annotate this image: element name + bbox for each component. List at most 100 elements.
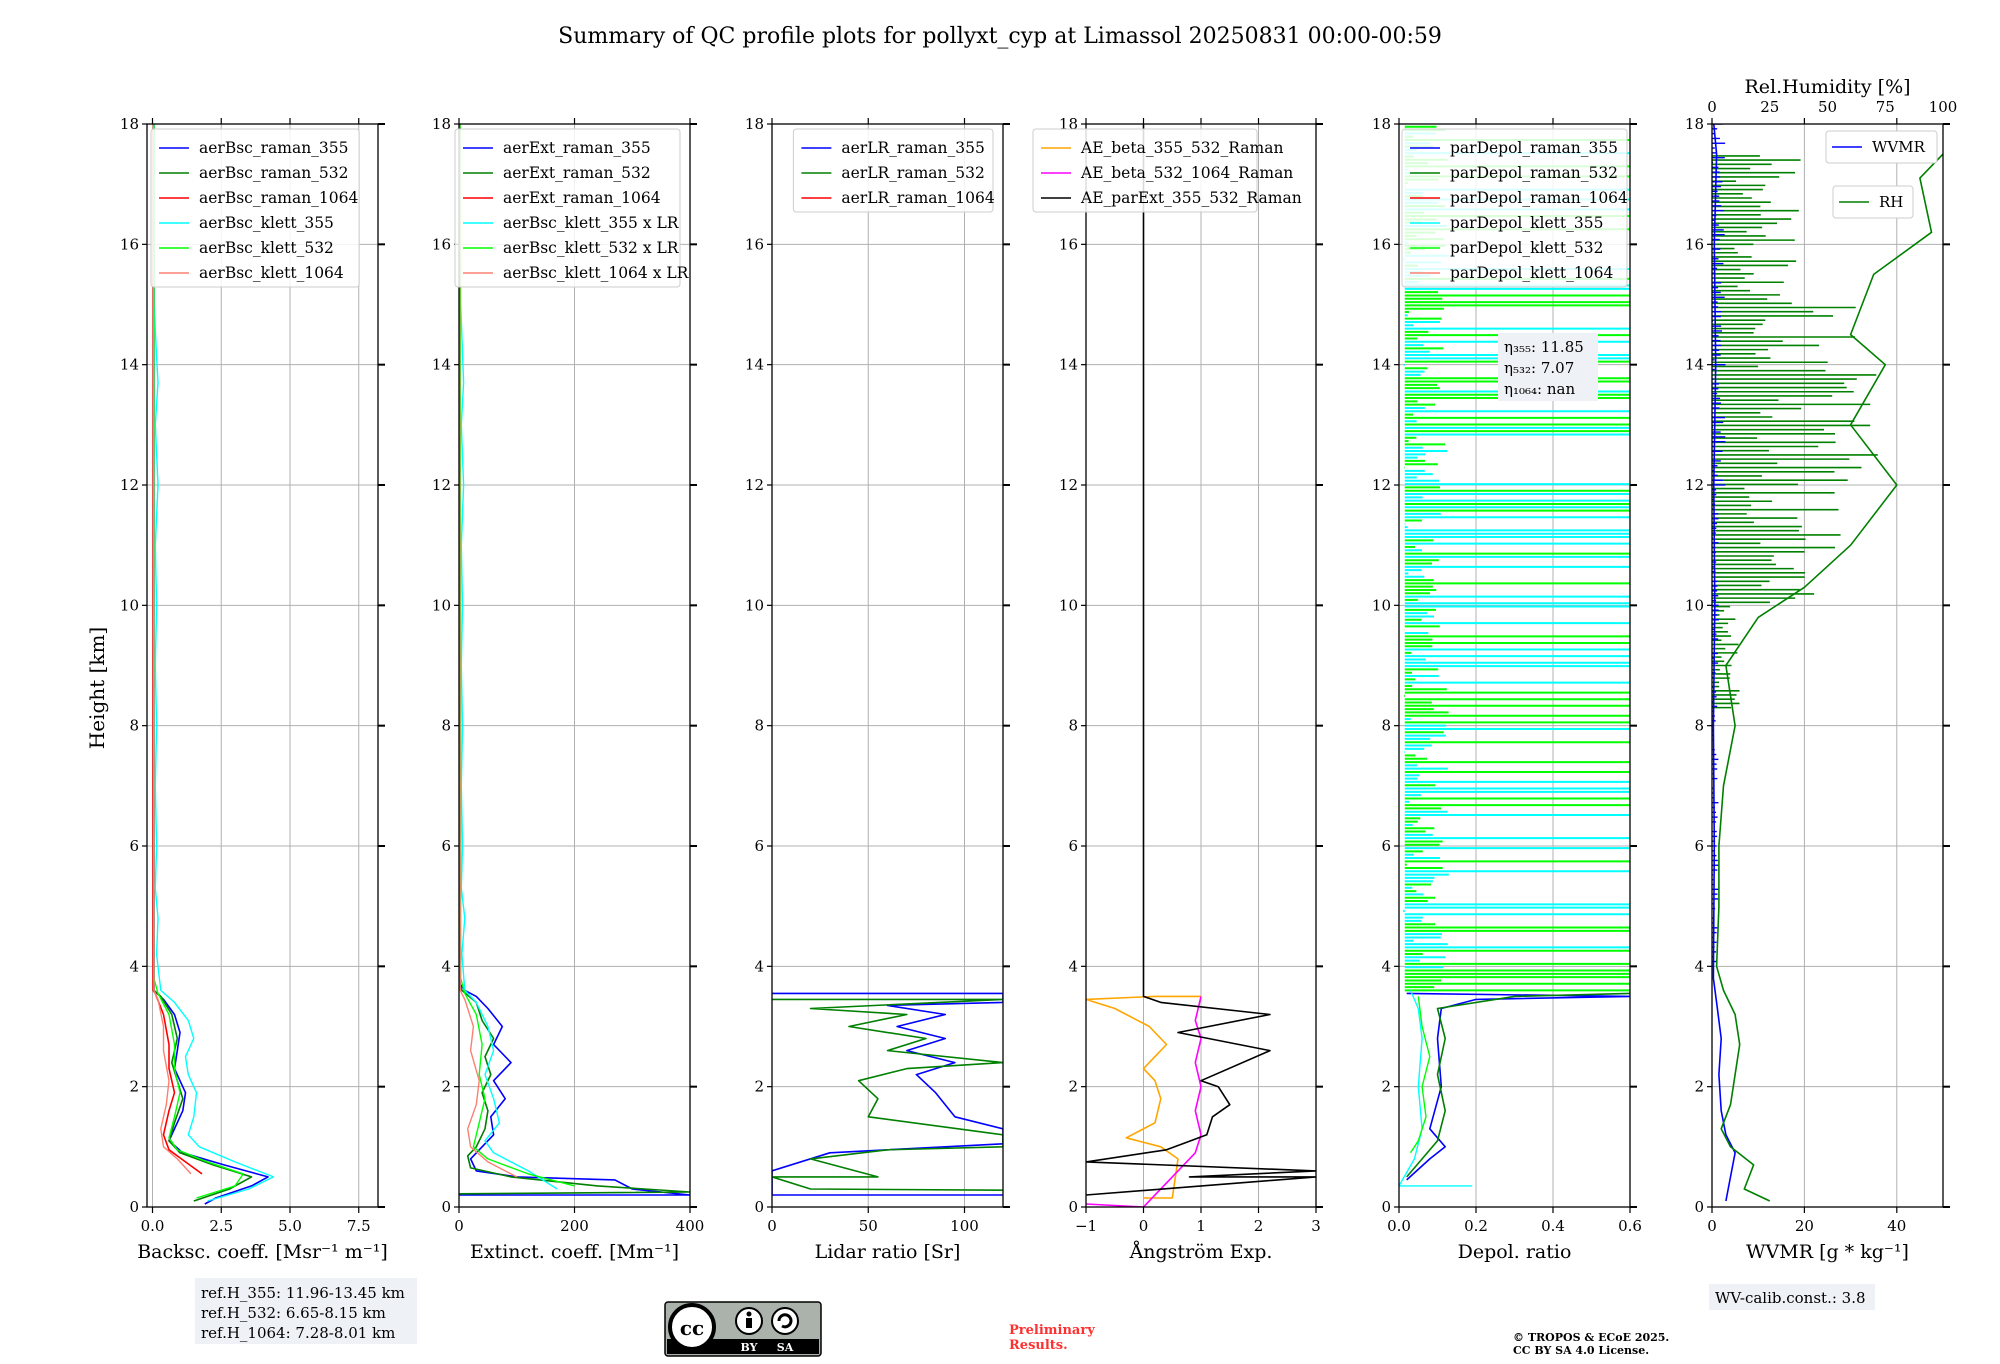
- legend-label: AE_beta_532_1064_Raman: [1080, 164, 1293, 182]
- y-tick-label: 8: [1381, 717, 1391, 735]
- sa-icon-arrow: [777, 1313, 793, 1329]
- legend-label: WVMR: [1872, 138, 1926, 156]
- series-line-aerBsc_raman_355: [153, 124, 269, 1205]
- y-tick-label: 8: [1068, 717, 1078, 735]
- page-title: Summary of QC profile plots for pollyxt_…: [558, 24, 1442, 49]
- y-tick-label: 10: [120, 596, 139, 614]
- x-tick-label: 50: [859, 1217, 878, 1235]
- y-tick-label: 4: [1381, 957, 1391, 975]
- y-tick-label: 14: [1372, 356, 1391, 374]
- x-axis-label: Ångström Exp.: [1129, 1241, 1273, 1263]
- y-tick-label: 10: [1372, 596, 1391, 614]
- legend-label: parDepol_klett_355: [1450, 214, 1603, 232]
- legend-label: parDepol_klett_1064: [1450, 264, 1613, 282]
- series-line-WVMR: [1712, 124, 1736, 1202]
- x-tick-label: 1: [1196, 1217, 1206, 1235]
- panel-ext: 0 2 4 6 8 10 12 14 16 18 0 200 400 Extinct. coeff. [M…: [432, 115, 704, 1263]
- x-tick-label: 0.2: [1464, 1217, 1488, 1235]
- series-line-parDepol_raman_532: [1406, 992, 1630, 1178]
- legend-label: aerBsc_klett_532 x LR: [503, 239, 680, 257]
- eta-label: η₅₃₂: 7.07: [1504, 359, 1574, 377]
- x-tick-label: 5.0: [278, 1217, 302, 1235]
- y-tick-label: 6: [1694, 837, 1704, 855]
- plot-area-bsc: [152, 124, 275, 1205]
- y-tick-label: 12: [745, 476, 764, 494]
- top-x-tick-label: 100: [1929, 98, 1958, 116]
- y-tick-label: 10: [1059, 596, 1078, 614]
- x-tick-label: −1: [1075, 1217, 1097, 1235]
- ref-height-355: ref.H_355: 11.96-13.45 km: [201, 1284, 405, 1302]
- series-line-aerLR_raman_532: [772, 998, 1003, 1191]
- y-tick-label: 14: [120, 356, 139, 374]
- panel-bsc: 0 2 4 6 8 10 12 14 16 18 0.0 2.5 5.0 7.5 Backsc. coeff…: [120, 115, 388, 1263]
- legend-box: [1401, 128, 1628, 288]
- legend-box: [1032, 128, 1258, 213]
- axes-frame: [1398, 123, 1631, 1208]
- x-axis-label: WVMR [g * kg⁻¹]: [1746, 1241, 1909, 1263]
- y-tick-label: 8: [1694, 717, 1704, 735]
- top-x-tick-label: 0: [1707, 98, 1717, 116]
- y-tick-label: 14: [432, 356, 451, 374]
- y-tick-label: 0: [1068, 1198, 1078, 1216]
- series-line-AE_beta_355_532_Raman: [1086, 995, 1201, 1199]
- y-tick-label: 6: [129, 837, 139, 855]
- y-tick-label: 8: [129, 717, 139, 735]
- legend-label: aerBsc_klett_355: [199, 214, 334, 232]
- legend-label: aerBsc_klett_355 x LR: [503, 214, 680, 232]
- y-tick-label: 10: [1685, 596, 1704, 614]
- axes-frame: [771, 123, 1004, 1208]
- y-tick-label: 2: [1694, 1078, 1704, 1096]
- cc-icon: [668, 1303, 716, 1351]
- x-axis-label: Backsc. coeff. [Msr⁻¹ m⁻¹]: [137, 1241, 388, 1263]
- x-tick-label: 0: [454, 1217, 464, 1235]
- y-tick-label: 2: [441, 1078, 451, 1096]
- eta-label: η₁₀₆₄: nan: [1504, 380, 1575, 398]
- y-tick-label: 16: [1685, 235, 1704, 253]
- x-tick-label: 7.5: [347, 1217, 371, 1235]
- y-tick-label: 14: [745, 356, 764, 374]
- y-tick-label: 2: [1068, 1078, 1078, 1096]
- y-tick-label: 12: [1059, 476, 1078, 494]
- y-tick-label: 14: [1059, 356, 1078, 374]
- x-tick-label: 0: [767, 1217, 777, 1235]
- sa-label: SA: [777, 1341, 794, 1354]
- legend-label: RH: [1879, 193, 1903, 211]
- x-axis-label: Lidar ratio [Sr]: [815, 1241, 961, 1263]
- wv-calib-bg: [1709, 1284, 1875, 1310]
- y-tick-label: 12: [432, 476, 451, 494]
- legend-label: aerBsc_raman_355: [199, 139, 349, 157]
- legend-wvmr: WVMR: [1825, 130, 1938, 164]
- y-tick-label: 10: [432, 596, 451, 614]
- copyright-line-1: © TROPOS & ECoE 2025.: [1513, 1331, 1669, 1344]
- top-x-tick-label: 50: [1818, 98, 1837, 116]
- legend-box: [792, 128, 994, 213]
- cc-icon-text: cc: [680, 1316, 704, 1340]
- x-tick-label: 0: [1139, 1217, 1149, 1235]
- legend-ext: aerExt_raman_355 aerExt_raman_532 aerExt_r…: [454, 128, 690, 288]
- legend-label: aerLR_raman_532: [841, 164, 984, 182]
- legend-ae: AE_beta_355_532_Raman AE_beta_532_1064_Ra…: [1032, 128, 1302, 213]
- series-line-AE_parExt_355_532_Raman: [1086, 124, 1316, 1196]
- y-tick-label: 16: [745, 235, 764, 253]
- y-tick-label: 4: [129, 957, 139, 975]
- series-line-AE_beta_532_1064_Raman: [1086, 996, 1202, 1207]
- legend-lr: aerLR_raman_355 aerLR_raman_532 aerLR_rama…: [792, 128, 995, 213]
- y-tick-label: 0: [754, 1198, 764, 1216]
- x-axis-label: Extinct. coeff. [Mm⁻¹]: [470, 1241, 679, 1263]
- series-line-parDepol_klett_355: [1399, 990, 1473, 1187]
- wv-calib-text: WV-calib.const.: 3.8: [1715, 1289, 1866, 1307]
- x-tick-label: 0.6: [1618, 1217, 1642, 1235]
- legend-label: aerExt_raman_1064: [503, 189, 661, 207]
- legend-label: parDepol_raman_355: [1450, 139, 1618, 157]
- by-label: BY: [741, 1341, 758, 1354]
- plot-area-wv: [1712, 124, 1943, 1202]
- y-tick-label: 2: [129, 1078, 139, 1096]
- y-tick-label: 6: [754, 837, 764, 855]
- y-tick-label: 0: [1694, 1198, 1704, 1216]
- legend-label: aerBsc_raman_1064: [199, 189, 359, 207]
